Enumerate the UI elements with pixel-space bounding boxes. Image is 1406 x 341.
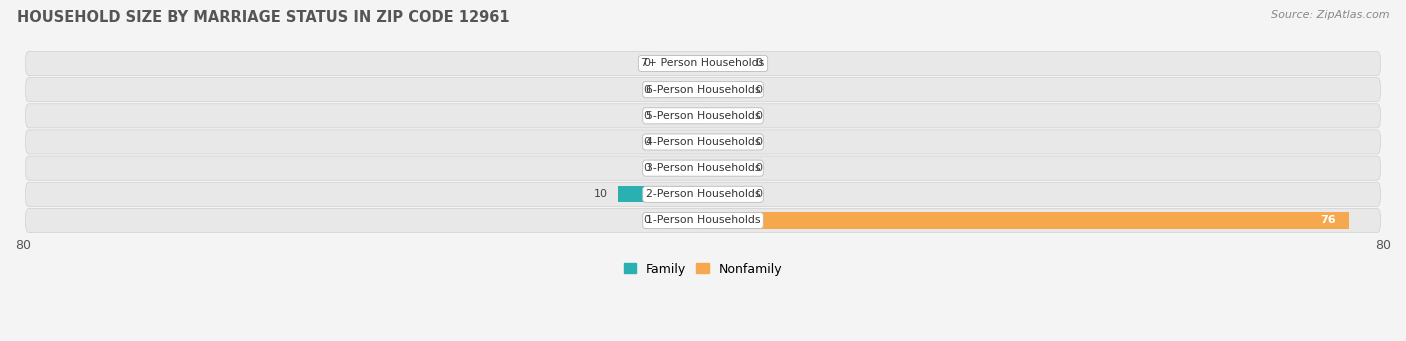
- Text: 10: 10: [593, 189, 607, 199]
- Text: 0: 0: [644, 111, 651, 121]
- Text: 0: 0: [755, 163, 762, 173]
- Text: 1-Person Households: 1-Person Households: [645, 216, 761, 225]
- FancyBboxPatch shape: [25, 78, 1381, 102]
- FancyBboxPatch shape: [25, 156, 1381, 180]
- Text: 0: 0: [644, 163, 651, 173]
- Bar: [619, 186, 703, 203]
- Text: 76: 76: [1320, 216, 1336, 225]
- Bar: [703, 212, 1348, 228]
- Bar: [661, 160, 703, 176]
- Text: 2-Person Households: 2-Person Households: [645, 189, 761, 199]
- Legend: Family, Nonfamily: Family, Nonfamily: [619, 257, 787, 281]
- Text: 4-Person Households: 4-Person Households: [645, 137, 761, 147]
- FancyBboxPatch shape: [25, 130, 1381, 154]
- Bar: [703, 134, 745, 150]
- Text: 0: 0: [755, 189, 762, 199]
- Text: 0: 0: [755, 111, 762, 121]
- Text: 3-Person Households: 3-Person Households: [645, 163, 761, 173]
- Bar: [703, 186, 745, 203]
- Bar: [703, 81, 745, 98]
- Text: HOUSEHOLD SIZE BY MARRIAGE STATUS IN ZIP CODE 12961: HOUSEHOLD SIZE BY MARRIAGE STATUS IN ZIP…: [17, 10, 509, 25]
- Text: 0: 0: [755, 59, 762, 69]
- Text: 0: 0: [644, 59, 651, 69]
- Text: 7+ Person Households: 7+ Person Households: [641, 59, 765, 69]
- FancyBboxPatch shape: [25, 104, 1381, 128]
- Bar: [661, 212, 703, 228]
- Text: 5-Person Households: 5-Person Households: [645, 111, 761, 121]
- FancyBboxPatch shape: [25, 182, 1381, 206]
- Text: 0: 0: [755, 137, 762, 147]
- FancyBboxPatch shape: [25, 208, 1381, 233]
- Bar: [703, 108, 745, 124]
- Bar: [661, 81, 703, 98]
- Text: 6-Person Households: 6-Person Households: [645, 85, 761, 95]
- Bar: [703, 160, 745, 176]
- Text: 0: 0: [644, 85, 651, 95]
- FancyBboxPatch shape: [25, 51, 1381, 75]
- Bar: [703, 55, 745, 72]
- Text: 0: 0: [644, 137, 651, 147]
- Text: 0: 0: [755, 85, 762, 95]
- Bar: [661, 108, 703, 124]
- Text: Source: ZipAtlas.com: Source: ZipAtlas.com: [1271, 10, 1389, 20]
- Bar: [661, 55, 703, 72]
- Bar: [661, 134, 703, 150]
- Text: 0: 0: [644, 216, 651, 225]
